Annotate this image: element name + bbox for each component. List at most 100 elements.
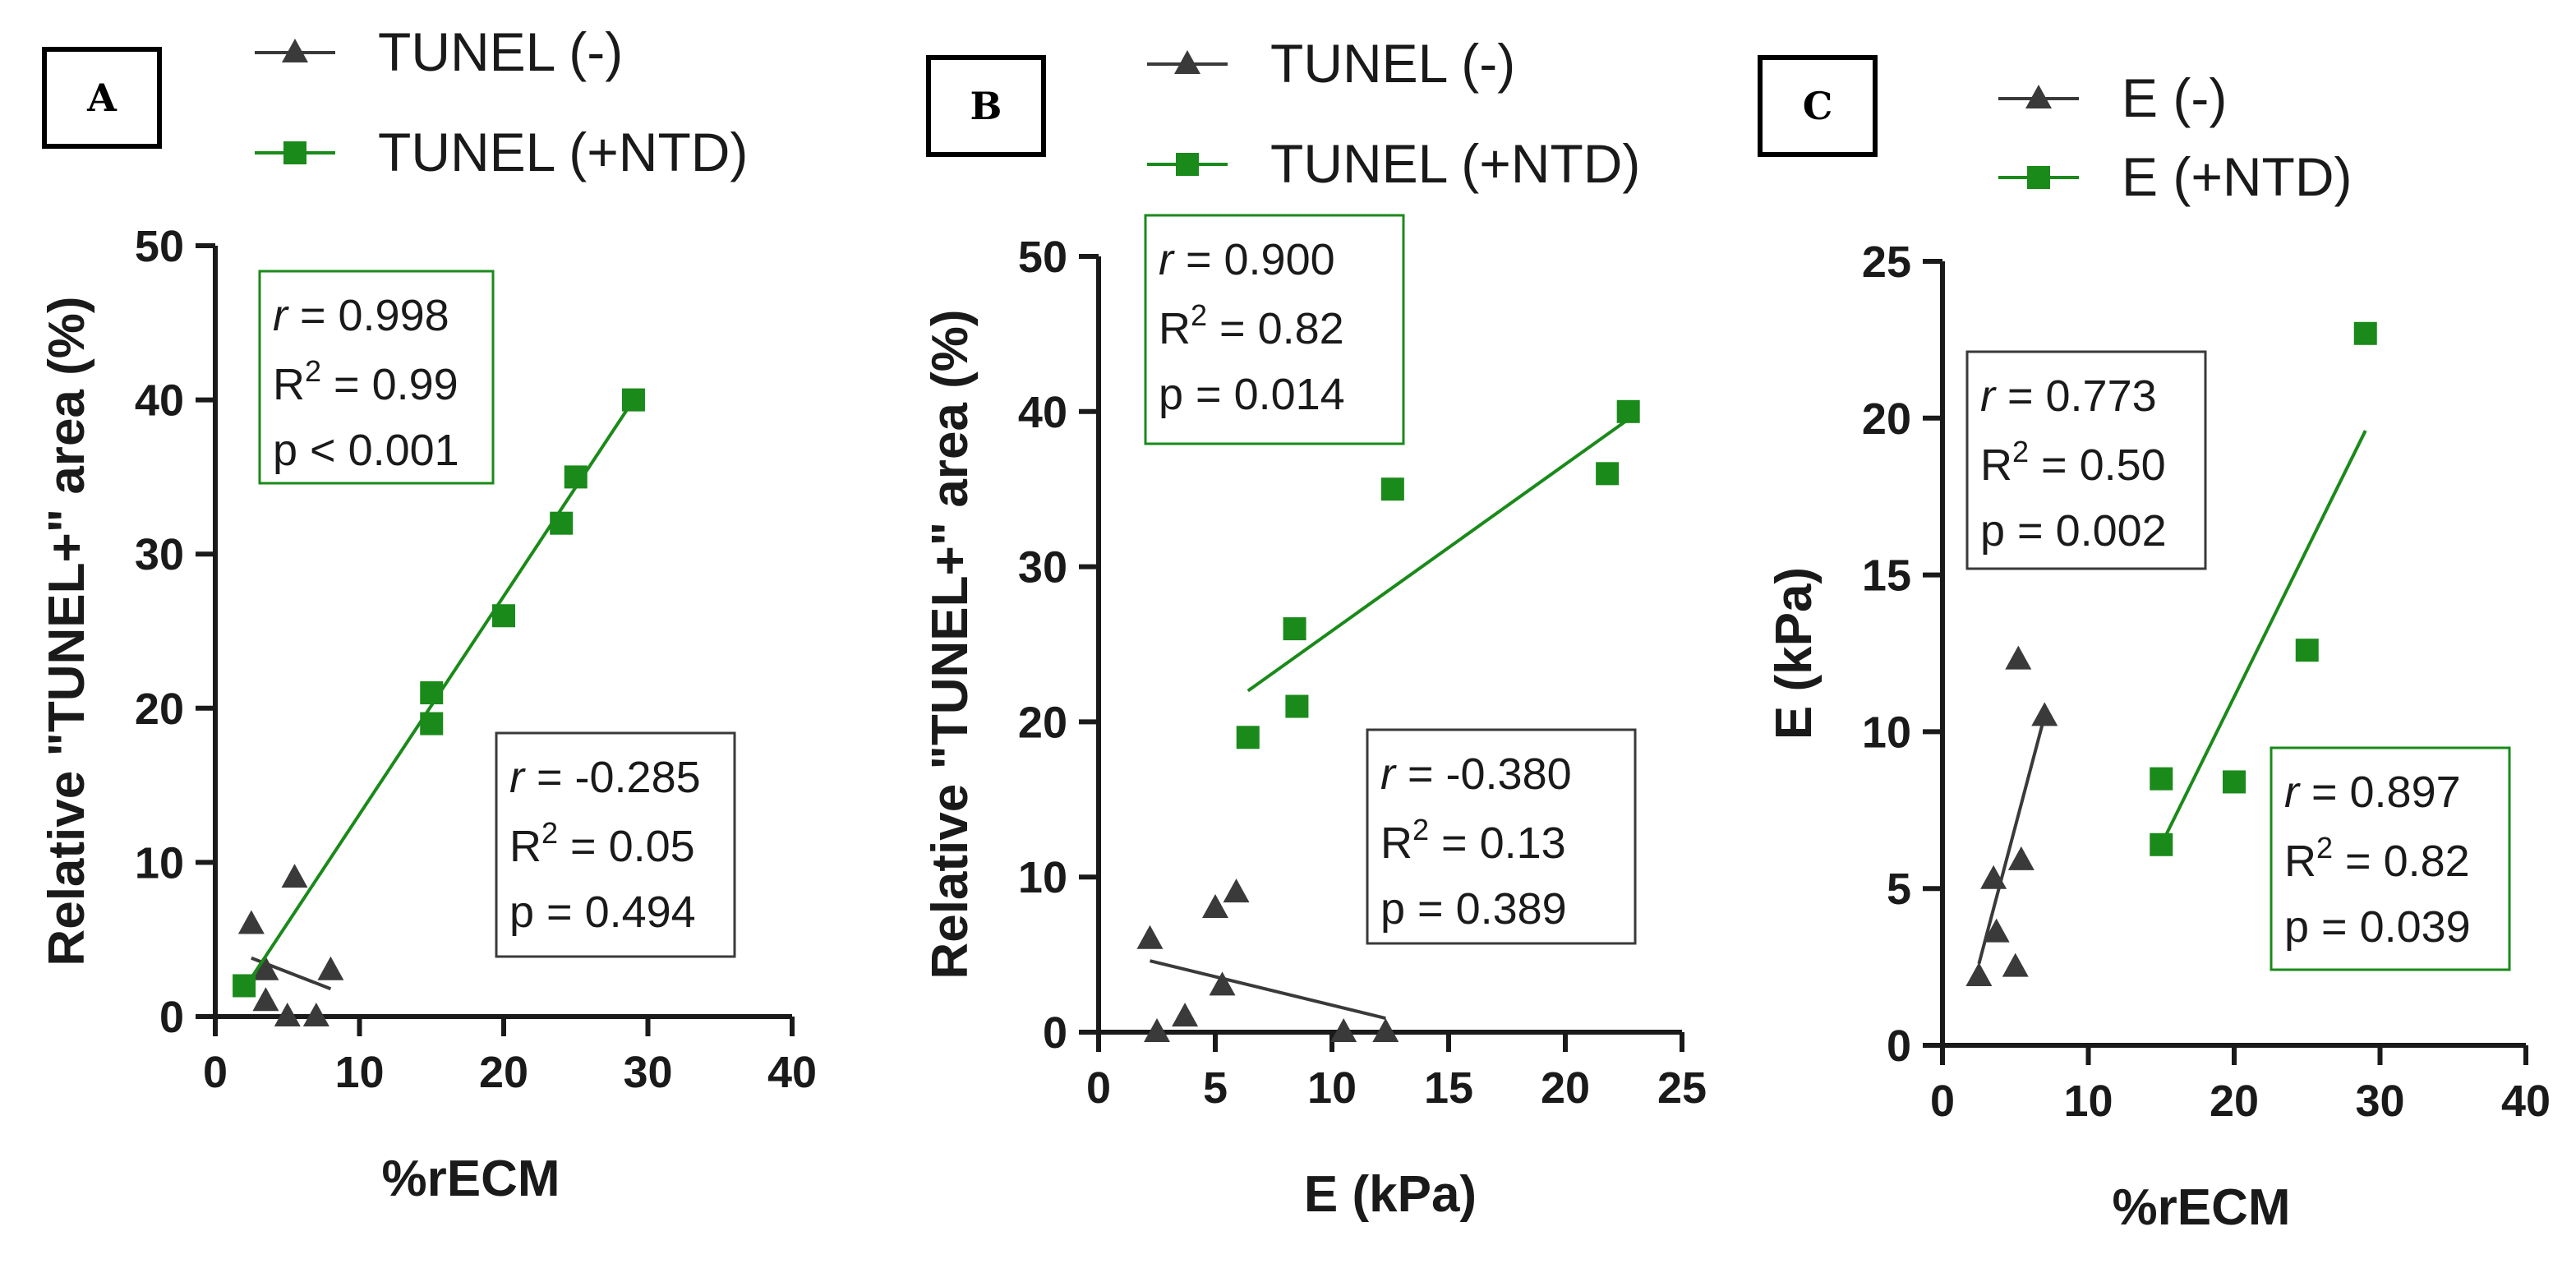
stat-r: r = 0.900 (1159, 235, 1335, 284)
x-tick-label: 10 (1307, 1063, 1357, 1113)
data-point (1283, 617, 1306, 641)
chart-panel-c: C 0 5 10 15 20 25 0 10 20 30 40 %rECM E (kPa) E (-) r =… (1758, 55, 2551, 1236)
x-tick-label: 10 (334, 1048, 384, 1097)
legend-label: TUNEL (+NTD) (378, 122, 748, 182)
data-point (550, 511, 574, 535)
stat-r: r = 0.998 (273, 291, 449, 340)
x-tick-label: 5 (1203, 1063, 1228, 1113)
stat-r: r = -0.380 (1380, 749, 1572, 799)
data-point (420, 681, 444, 705)
stats-box (495, 731, 736, 958)
x-tick-label: 0 (1086, 1063, 1111, 1113)
data-point (2005, 645, 2032, 670)
data-point (420, 712, 444, 736)
data-point (1965, 962, 1993, 987)
series-negative (1136, 878, 1399, 1042)
y-tick-label: 0 (1887, 1021, 1911, 1071)
stat-r: r = 0.897 (2284, 768, 2461, 817)
data-point (492, 604, 515, 628)
data-point (1983, 918, 2010, 943)
panel-label-box (42, 47, 162, 149)
data-point (2031, 702, 2058, 726)
stat-p: p = 0.002 (1980, 506, 2167, 556)
y-tick-label: 40 (135, 376, 184, 426)
data-point (2353, 321, 2377, 345)
legend-label: E (-) (2122, 67, 2227, 128)
x-tick-label: 20 (479, 1048, 528, 1097)
stat-r2: R2 = 0.99 (273, 354, 459, 409)
legend-label: TUNEL (-) (378, 21, 623, 82)
legend-marker (1174, 50, 1200, 74)
x-tick-label: 10 (2063, 1077, 2113, 1126)
data-point (2150, 832, 2173, 856)
series-positive (2150, 321, 2377, 856)
data-point (2295, 639, 2319, 662)
data-point (1172, 1003, 1199, 1027)
stats-box (1144, 214, 1405, 445)
y-tick-label: 20 (1862, 394, 1911, 444)
stats-box (1366, 728, 1637, 945)
chart-panel-a: A 0 10 20 30 40 50 0 10 20 30 40 %rECM Relative "TUNE… (39, 21, 817, 1207)
y-tick-label: 10 (1862, 708, 1911, 757)
y-tick-label: 5 (1887, 865, 1911, 914)
stat-r2: R2 = 0.05 (509, 816, 695, 871)
regression-line (1977, 715, 2047, 965)
x-axis-label: E (kPa) (1304, 1166, 1477, 1223)
data-point (2007, 846, 2035, 870)
stats-box (2270, 746, 2511, 971)
data-point (274, 1003, 301, 1026)
stat-r: r = 0.773 (1980, 371, 2157, 421)
data-point (1285, 694, 1309, 718)
stat-p: p = 0.039 (2284, 902, 2471, 952)
data-point (2150, 767, 2173, 791)
data-point (1144, 1018, 1170, 1042)
panel-label-box (1758, 55, 1878, 157)
y-tick-label: 0 (1043, 1008, 1067, 1058)
legend-label: TUNEL (+NTD) (1270, 133, 1640, 194)
data-point (1616, 399, 1640, 423)
legend-marker (282, 39, 308, 62)
y-axis-label: Relative "TUNEL+" area (%) (39, 296, 95, 966)
y-tick-label: 30 (135, 530, 184, 579)
stat-r2: R2 = 0.50 (1980, 435, 2166, 490)
x-tick-label: 25 (1657, 1063, 1707, 1113)
stats-box (258, 270, 495, 485)
data-point (233, 974, 256, 998)
y-tick-label: 50 (1018, 233, 1067, 282)
stats-box (1965, 350, 2207, 570)
legend-marker (2027, 166, 2050, 189)
series-positive (1236, 399, 1640, 749)
y-tick-label: 25 (1862, 237, 1911, 287)
x-tick-label: 20 (2210, 1077, 2259, 1126)
data-point (237, 910, 265, 934)
data-point (1372, 1018, 1399, 1042)
data-point (281, 864, 308, 888)
data-point (1330, 1018, 1357, 1042)
data-point (1209, 971, 1236, 996)
y-tick-label: 20 (135, 685, 184, 734)
x-axis-label: %rECM (381, 1151, 560, 1207)
stat-p: p < 0.001 (273, 426, 459, 475)
data-point (1136, 925, 1164, 949)
x-axis-label: %rECM (2112, 1179, 2290, 1236)
y-tick-label: 20 (1018, 698, 1067, 747)
data-point (1596, 462, 1620, 486)
legend-marker (2025, 85, 2052, 108)
series-negative (1965, 645, 2058, 987)
x-tick-label: 30 (2355, 1077, 2404, 1126)
chart-panel-b: B 0 10 20 30 40 50 0 5 10 15 20 25 E (kPa) Relative "T… (922, 33, 1707, 1223)
stat-r: r = -0.285 (509, 753, 701, 802)
panel-label: B (970, 84, 1002, 128)
data-point (2223, 770, 2246, 794)
series-positive (233, 388, 645, 998)
x-tick-label: 40 (767, 1048, 817, 1097)
data-point (252, 956, 279, 980)
y-axis-label: Relative "TUNEL+" area (%) (922, 309, 979, 979)
legend-marker (283, 141, 306, 164)
stat-p: p = 0.389 (1380, 884, 1567, 934)
y-tick-label: 10 (1018, 853, 1067, 902)
data-point (1980, 865, 2007, 889)
stat-r2: R2 = 0.82 (1159, 298, 1344, 353)
x-tick-label: 0 (1930, 1077, 1955, 1126)
